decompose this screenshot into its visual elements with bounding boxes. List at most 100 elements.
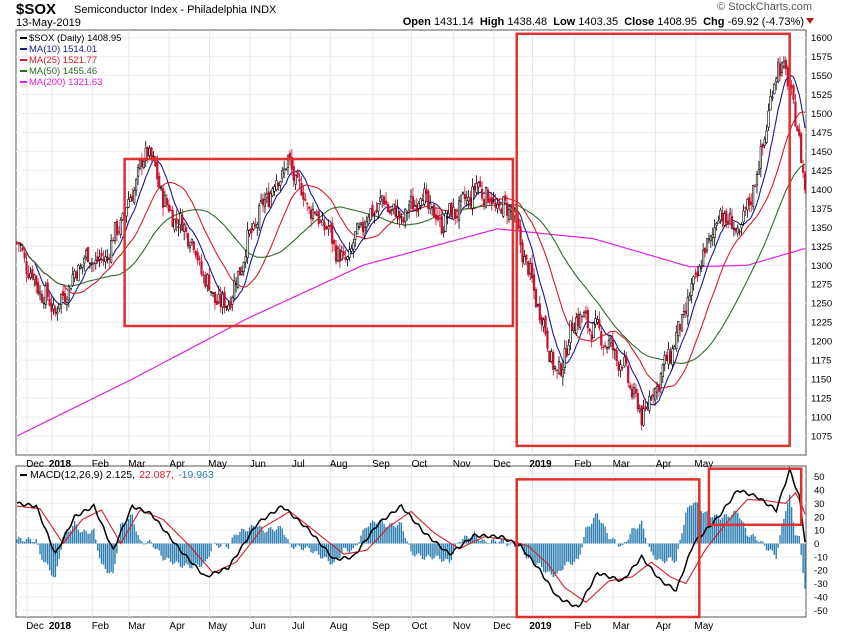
- candle-body: [425, 189, 428, 195]
- histogram-bar: [427, 543, 429, 555]
- candle-body: [258, 205, 261, 229]
- candle-body: [507, 209, 511, 220]
- candle-body: [744, 207, 747, 209]
- candle-body: [21, 247, 24, 251]
- candle-body: [215, 300, 218, 305]
- candle-body: [38, 291, 42, 295]
- month-label: Jul: [292, 621, 305, 632]
- histogram-bar: [773, 543, 775, 555]
- candle-body: [46, 282, 49, 298]
- candle-body: [538, 303, 541, 321]
- candle-body: [630, 388, 634, 398]
- candle-body: [419, 198, 422, 206]
- month-label: Dec: [493, 459, 511, 470]
- histogram-bar: [316, 543, 318, 552]
- candle-body: [271, 188, 274, 197]
- legend-entry: $SOX (Daily) 1408.95: [29, 33, 121, 44]
- histogram-bar: [462, 538, 464, 544]
- candle-body: [175, 217, 178, 224]
- candle-body: [136, 167, 140, 177]
- histogram-bar: [314, 543, 316, 552]
- candle-body: [352, 242, 355, 250]
- candle-body: [283, 168, 286, 174]
- candle-body: [565, 348, 568, 357]
- candle-body: [427, 190, 430, 209]
- month-label: May: [694, 621, 713, 632]
- histogram-bar: [669, 543, 672, 558]
- price-tick-label: 1275: [811, 280, 832, 291]
- candle-body: [86, 247, 90, 263]
- candle-body: [267, 191, 270, 208]
- histogram-bar: [102, 543, 105, 565]
- candle-body: [640, 405, 643, 426]
- histogram-bar: [127, 519, 130, 544]
- histogram-bar: [715, 514, 718, 544]
- histogram-bar: [116, 543, 118, 554]
- legend-entry: MA(200) 1321.63: [29, 77, 102, 88]
- price-tick-label: 1225: [811, 318, 832, 329]
- histogram-bar: [139, 539, 141, 544]
- candle-body: [40, 293, 44, 303]
- candle-body: [250, 227, 253, 233]
- candle-body: [748, 197, 751, 206]
- histogram-bar: [379, 519, 381, 544]
- histogram-bar: [487, 543, 489, 545]
- histogram-bar: [112, 543, 114, 574]
- candle-body: [27, 273, 30, 279]
- candle-body: [563, 348, 566, 368]
- histogram-bar: [375, 523, 378, 544]
- histogram-bar: [246, 531, 249, 544]
- candle-body: [732, 228, 736, 230]
- candle-body: [265, 193, 268, 199]
- histogram-bar: [494, 541, 497, 544]
- month-label: Dec: [26, 621, 44, 632]
- histogram-bar: [729, 517, 731, 544]
- histogram-bar: [510, 542, 512, 544]
- candle-body: [110, 240, 113, 263]
- candle-body: [698, 265, 701, 276]
- price-tick-label: 1075: [811, 432, 832, 443]
- candle-body: [579, 314, 582, 328]
- candle-body: [29, 272, 32, 278]
- brand-logo[interactable]: © StockCharts.com: [717, 1, 812, 13]
- candle-body: [711, 234, 714, 238]
- candle-body: [769, 96, 772, 111]
- histogram-bar: [614, 539, 616, 544]
- histogram-bar: [177, 543, 180, 563]
- candle-body: [58, 303, 61, 310]
- candle-body: [567, 344, 570, 355]
- candle-body: [198, 258, 201, 260]
- candle-body: [108, 257, 111, 260]
- histogram-bar: [181, 543, 183, 568]
- price-tick-label: 1425: [811, 166, 832, 177]
- candle-body: [256, 224, 259, 228]
- candle-body: [777, 61, 780, 83]
- histogram-bar: [410, 543, 412, 552]
- histogram-bar: [441, 543, 443, 562]
- candle-body: [407, 204, 411, 211]
- candle-body: [742, 210, 745, 223]
- candle-body: [677, 320, 680, 337]
- candle-body: [594, 318, 597, 325]
- candle-body: [331, 222, 334, 244]
- candle-body: [471, 186, 474, 209]
- histogram-bar: [269, 527, 272, 544]
- candle-body: [467, 196, 470, 202]
- candle-body: [192, 241, 195, 251]
- candle-body: [588, 328, 591, 332]
- candle-body: [502, 196, 505, 217]
- candle-body: [227, 304, 230, 310]
- candle-body: [544, 316, 547, 335]
- histogram-bar: [539, 543, 541, 563]
- histogram-bar: [45, 543, 47, 563]
- candle-body: [429, 203, 432, 210]
- histogram-bar: [637, 528, 639, 544]
- histogram-bar: [237, 534, 239, 544]
- price-tick-label: 1550: [811, 71, 832, 82]
- candle-body: [778, 63, 782, 76]
- candle-body: [696, 271, 699, 278]
- candle-body: [61, 291, 65, 296]
- candle-body: [802, 165, 805, 173]
- histogram-bar: [335, 543, 337, 560]
